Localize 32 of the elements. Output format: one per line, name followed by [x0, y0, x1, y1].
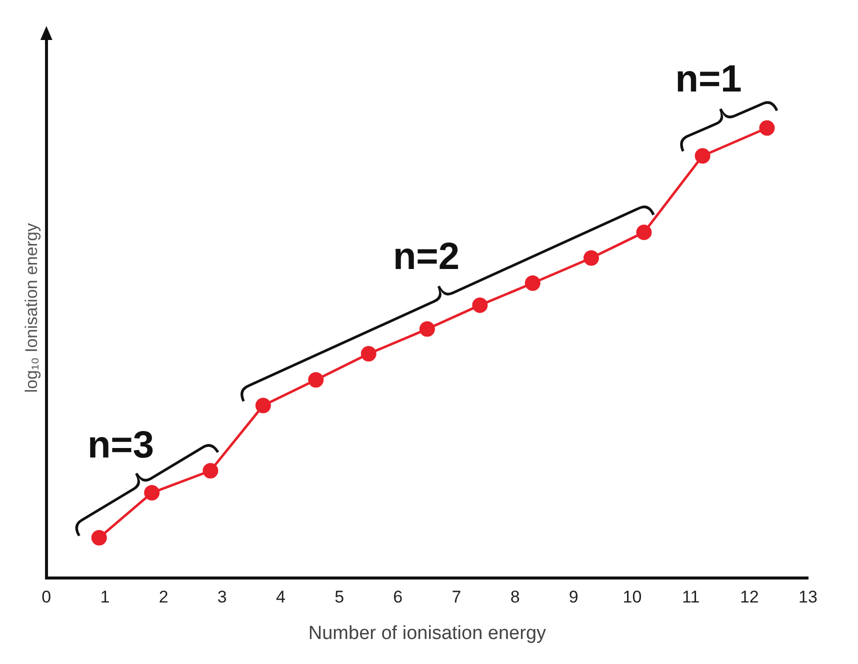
x-tick-label: 4: [276, 588, 286, 607]
point: [636, 224, 652, 240]
x-tick-label: 9: [568, 588, 578, 607]
x-tick-label: 11: [682, 588, 700, 607]
x-tick-label: 13: [798, 588, 818, 607]
x-tick-label: 3: [217, 588, 227, 607]
point: [694, 148, 710, 164]
point: [144, 485, 160, 501]
x-tick-label: 12: [740, 588, 759, 607]
x-tick-label: 5: [334, 588, 344, 607]
y-axis-title: log₁₀ Ionisation energy: [22, 222, 41, 393]
point: [524, 275, 540, 291]
x-tick-label: 10: [622, 588, 642, 607]
x-tick-label: 2: [158, 588, 168, 607]
x-tick-label: 1: [100, 588, 110, 607]
point: [308, 372, 324, 388]
point: [472, 297, 488, 313]
x-tick-label: 7: [452, 588, 462, 607]
annotation: n=2: [392, 236, 460, 278]
text: n=1: [675, 58, 742, 100]
x-tick-label: 8: [510, 588, 520, 607]
point: [583, 250, 599, 266]
point: [91, 530, 107, 546]
x-tick-label: 0: [42, 588, 52, 607]
point: [202, 462, 218, 478]
annotation: n=3: [87, 424, 154, 467]
point: [360, 346, 376, 362]
point: [419, 321, 435, 337]
point: [255, 398, 271, 414]
x-tick-label: 6: [393, 588, 403, 607]
point: [759, 120, 775, 136]
x-axis-title: Number of ionisation energy: [308, 622, 547, 644]
